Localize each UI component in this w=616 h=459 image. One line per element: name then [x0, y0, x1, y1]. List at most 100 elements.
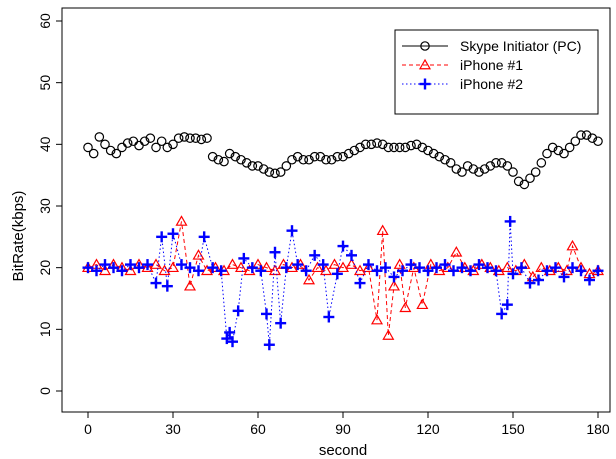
data-point: [593, 136, 603, 147]
data-point: [462, 161, 473, 171]
data-point: [261, 308, 272, 320]
data-point: [304, 154, 314, 165]
data-point: [202, 133, 212, 143]
data-point: [253, 161, 263, 171]
data-point: [226, 258, 239, 269]
data-point: [116, 265, 128, 277]
legend-entry: iPhone #2: [402, 76, 523, 92]
data-point: [232, 305, 244, 317]
data-point: [387, 279, 401, 291]
data-point: [346, 249, 357, 261]
data-point: [371, 265, 383, 277]
data-point: [88, 148, 99, 159]
data-point: [434, 151, 445, 162]
data-point: [173, 133, 184, 143]
data-point: [258, 164, 269, 174]
data-point: [417, 142, 428, 153]
data-point: [292, 259, 304, 271]
data-point: [183, 279, 197, 291]
data-point: [422, 265, 434, 277]
data-point: [179, 132, 190, 142]
data-point: [281, 161, 292, 171]
data-point: [550, 262, 561, 274]
data-point: [198, 231, 210, 243]
data-point: [496, 158, 507, 168]
data-point: [570, 136, 581, 147]
data-point: [338, 151, 348, 162]
data-point: [423, 145, 433, 156]
data-point: [286, 225, 298, 237]
data-point: [224, 148, 235, 159]
data-point: [547, 142, 558, 153]
data-point: [328, 258, 341, 269]
data-point: [149, 258, 163, 269]
data-point: [158, 264, 171, 276]
data-point: [516, 262, 527, 274]
y-tick-label: 40: [37, 136, 53, 152]
data-point: [230, 151, 241, 162]
data-point: [133, 262, 145, 274]
data-point: [185, 133, 195, 143]
x-tick-label: 0: [84, 421, 92, 437]
data-point: [399, 301, 412, 313]
x-tick-label: 180: [586, 421, 610, 437]
legend-marker: [420, 41, 430, 51]
data-point: [175, 215, 188, 226]
data-point: [99, 259, 111, 271]
data-point: [564, 142, 575, 153]
data-point: [592, 265, 604, 277]
axes: 0 30 60 90 120 150 180 0 10 20 30 40 50 60: [37, 7, 611, 437]
data-point: [581, 130, 592, 140]
plot-frame: [61, 7, 611, 413]
data-point: [482, 262, 493, 274]
data-point: [428, 148, 439, 159]
y-axis-title: BitRate(kbps): [10, 191, 27, 282]
data-point: [108, 262, 119, 274]
data-point: [309, 151, 320, 162]
data-point: [541, 265, 553, 277]
series-1: [83, 130, 603, 190]
data-point: [193, 265, 204, 277]
legend-marker: [419, 78, 431, 90]
data-point: [215, 265, 227, 277]
data-point: [507, 268, 519, 280]
data-point: [501, 299, 513, 311]
data-point: [332, 151, 343, 162]
data-point: [298, 154, 309, 165]
series-line: [87, 221, 599, 345]
x-tick-label: 120: [416, 421, 440, 437]
data-point: [142, 259, 153, 271]
data-point: [255, 265, 267, 277]
legend-label: Skype Initiator (PC): [460, 38, 581, 54]
data-point: [260, 261, 273, 273]
data-point: [227, 336, 238, 348]
data-point: [473, 259, 485, 271]
data-point: [150, 277, 162, 289]
data-point: [287, 154, 297, 165]
data-point: [145, 133, 156, 143]
data-point: [363, 259, 374, 271]
data-point: [156, 136, 167, 147]
data-point: [456, 262, 468, 274]
data-point: [234, 261, 248, 273]
data-point: [389, 142, 399, 153]
data-point: [445, 158, 456, 168]
data-point: [275, 167, 286, 177]
data-point: [575, 265, 587, 277]
data-point: [275, 317, 287, 329]
data-point: [168, 139, 178, 150]
data-point: [519, 179, 530, 190]
data-point: [321, 154, 331, 165]
data-point: [207, 262, 219, 274]
data-point: [394, 142, 405, 153]
data-point: [383, 142, 394, 153]
series-line: [88, 135, 598, 184]
data-point: [354, 277, 366, 289]
data-point: [167, 228, 179, 240]
data-point: [491, 158, 501, 168]
data-point: [397, 265, 408, 277]
data-point: [141, 261, 154, 273]
data-point: [162, 142, 173, 153]
data-point: [349, 145, 360, 156]
data-point: [213, 154, 224, 165]
